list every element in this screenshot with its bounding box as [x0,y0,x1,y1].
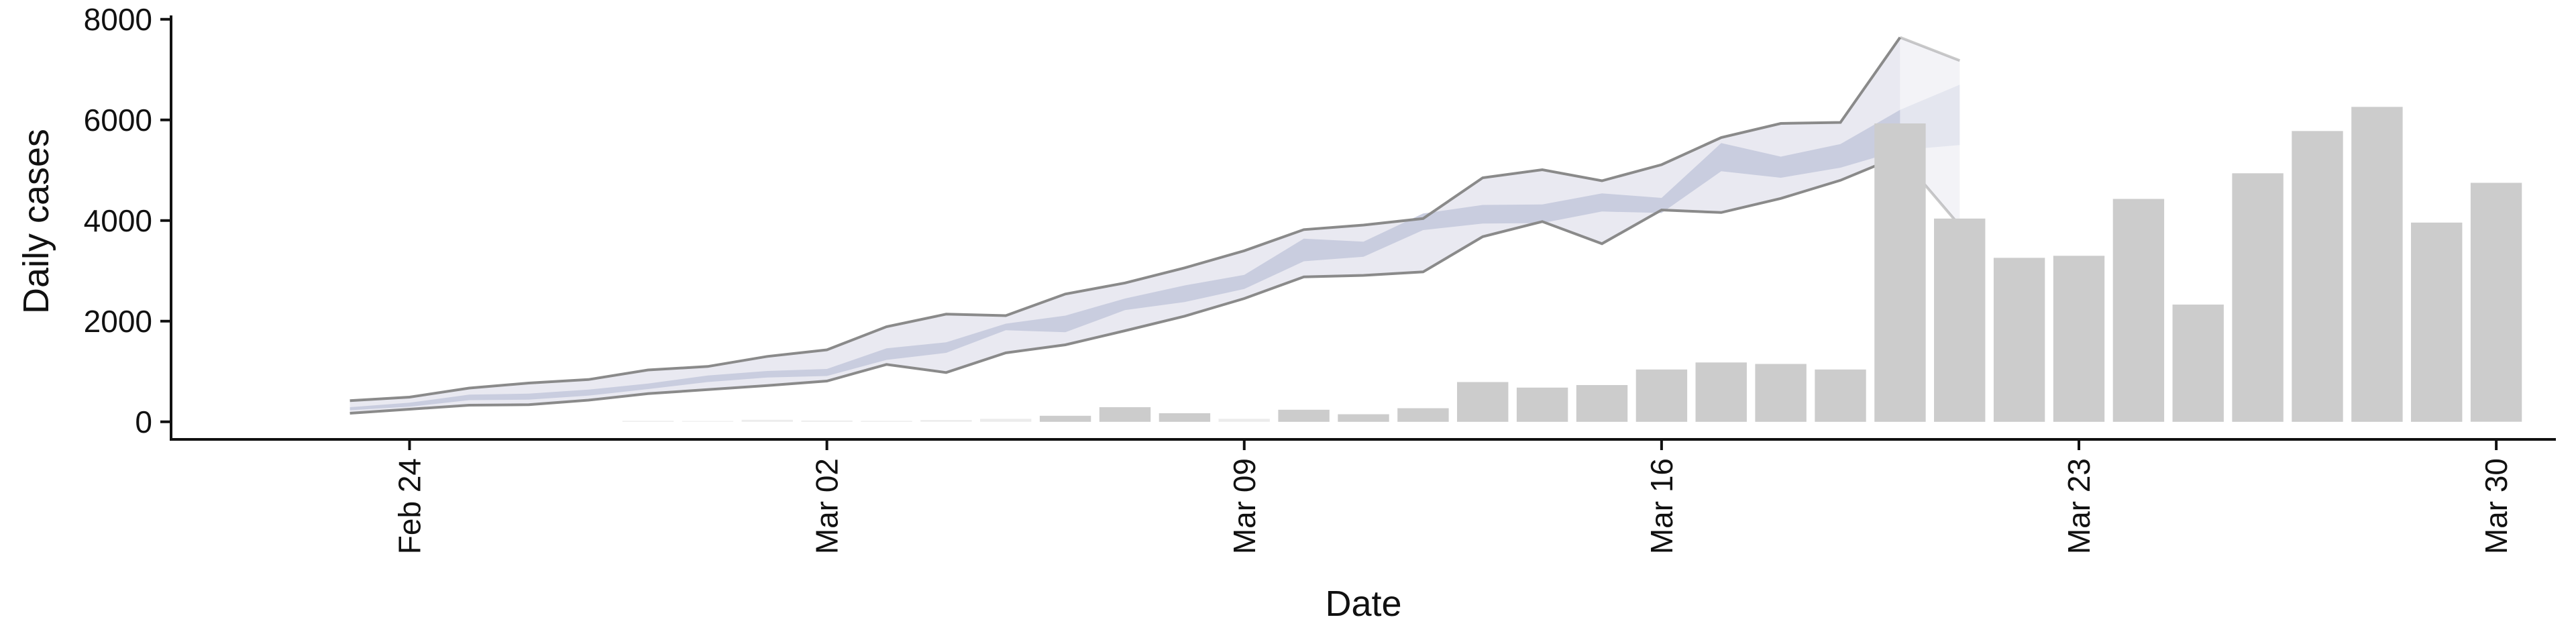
bar-2020-03-11 [1338,414,1389,422]
bar-2020-03-26 [2232,173,2284,422]
outer-interval-band-fade [1900,37,1960,226]
bar-2020-03-16 [1635,369,1688,422]
bar-2020-03-23 [2053,256,2105,422]
bar-2020-03-05 [980,419,1032,422]
bar-2020-03-02 [801,420,853,422]
bar-2020-03-22 [1993,258,2045,422]
x-axis-ticks: Feb 24 Mar 02 Mar 09 Mar 16 Mar 23 Mar 30 [392,439,2514,554]
x-tick-label-2020-02-24: Feb 24 [392,458,427,554]
bar-2020-03-08 [1159,413,1211,422]
bar-2020-03-24 [2112,199,2165,422]
y-axis-title: Daily cases [16,129,56,314]
bar-2020-03-06 [1039,415,1091,422]
bar-2020-03-25 [2172,305,2224,422]
bar-2020-03-09 [1218,419,1270,422]
bar-2020-03-19 [1815,369,1866,422]
bar-2020-03-01 [741,419,793,422]
bar-2020-03-20 [1874,123,1926,422]
bar-2020-03-12 [1397,408,1449,422]
x-tick-label-2020-03-16: Mar 16 [1644,458,1679,554]
bar-2020-03-10 [1278,409,1330,422]
bar-2020-03-13 [1457,382,1509,422]
forecast-bands [350,36,1961,415]
x-axis-title: Date [1325,584,1401,624]
x-tick-label-2020-03-09: Mar 09 [1227,458,1262,554]
y-tick-label-2000: 2000 [84,304,152,339]
bar-2020-03-15 [1576,385,1628,422]
bar-2020-03-29 [2411,222,2463,422]
bar-2020-02-29 [682,421,734,422]
upper-bound-line [350,36,1902,402]
daily-case-bars [622,107,2522,422]
bar-2020-03-17 [1695,362,1747,422]
inner-interval-band [350,109,1900,411]
lower-bound-line [350,154,1901,415]
bar-2020-03-07 [1099,407,1151,422]
x-tick-label-2020-03-30: Mar 30 [2479,458,2514,554]
bar-2020-03-28 [2351,107,2403,422]
bar-2020-02-28 [622,421,674,422]
x-tick-label-2020-03-23: Mar 23 [2061,458,2096,554]
outer-interval-band [350,37,1900,414]
axes [170,15,2556,441]
y-tick-label-6000: 6000 [84,103,152,138]
bar-2020-03-14 [1516,387,1568,422]
y-axis-ticks: 0 2000 4000 6000 8000 [84,2,171,439]
y-tick-label-0: 0 [135,405,152,439]
upper-bound-line-fade [1899,36,1961,62]
bar-2020-03-18 [1755,364,1807,422]
bar-2020-03-03 [861,421,912,422]
y-tick-label-8000: 8000 [84,2,152,37]
bar-2020-03-21 [1934,218,1986,422]
x-tick-label-2020-03-02: Mar 02 [810,458,845,554]
bar-2020-03-04 [920,420,972,422]
bar-2020-03-30 [2470,182,2522,422]
y-tick-label-4000: 4000 [84,203,152,238]
bar-2020-03-27 [2292,131,2343,422]
